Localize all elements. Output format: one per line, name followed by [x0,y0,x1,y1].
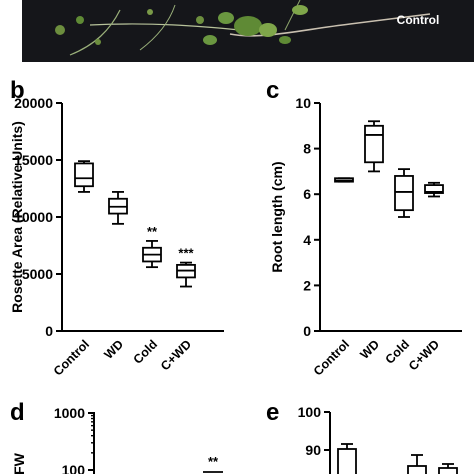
y-tick-label: 100 [62,462,86,474]
box-iqr [337,448,357,474]
panel-letter-d: d [10,399,25,426]
y-tick-label: 0 [45,323,53,339]
y-tick-label: 4 [303,232,311,248]
panel-letter-e: e [266,399,279,426]
panel-letter-b: b [10,77,25,104]
x-tick-label: Control [51,337,92,378]
box-cold [394,168,414,218]
box-control [334,177,354,183]
y-tick-label: 10 [295,95,311,111]
box-iqr [364,124,384,164]
significance-mark: *** [178,246,194,261]
y-tick-label: 10000 [14,209,53,225]
y-tick-label: 0 [303,323,311,339]
box-c-wd: *** [176,246,196,288]
x-tick-label: C+WD [158,337,194,373]
chart-d: 100 1000 FW ** [11,405,223,474]
plant-photo: Control [0,0,474,62]
panel-letter-c: c [266,77,279,104]
y-tick-label: 90 [305,442,321,458]
y-tick-label: 1000 [54,405,85,421]
x-tick-label: C+WD [406,337,442,373]
box-cold: ** [142,224,162,269]
y-axis-title: Root length (cm) [269,161,285,272]
y-tick-label: 6 [303,186,311,202]
y-tick-label: 2 [303,277,311,293]
x-tick-label: WD [357,337,382,362]
x-tick-label: Cold [131,337,161,367]
chart-e: 90 100 [298,404,458,474]
box-control [74,160,94,193]
box-iqr [74,162,94,188]
box-iqr [424,184,444,194]
x-tick-label: Control [311,337,352,378]
chart-b: 0 5000 10000 15000 20000 Rosette Area (Relati… [9,95,224,379]
plant-photo-image: Control [0,0,474,62]
photo-label: Control [397,13,440,27]
y-tick-label: 5000 [22,266,53,282]
x-tick-label: WD [101,337,126,362]
significance-mark: ** [147,224,158,239]
y-axis-title: Rosette Area (Relative Units) [9,121,25,313]
box-iqr [407,465,427,474]
box-iqr [438,467,458,474]
box-wd [364,120,384,173]
y-tick-label: 15000 [14,152,53,168]
significance-mark: ** [208,454,219,469]
y-axis-title: FW [11,452,27,474]
y-tick-label: 100 [298,404,322,420]
box-wd [108,191,128,225]
y-tick-label: 8 [303,141,311,157]
box-c-wd [424,181,444,198]
box-iqr [394,175,414,212]
y-tick-label: 20000 [14,95,53,111]
